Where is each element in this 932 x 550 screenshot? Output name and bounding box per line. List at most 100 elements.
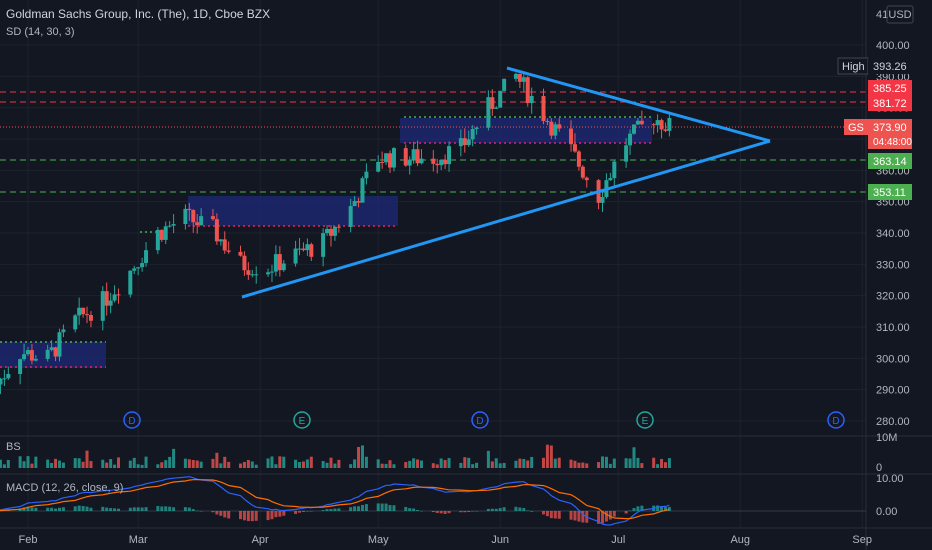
candle-up — [305, 238, 310, 256]
candle-up — [132, 265, 137, 274]
volume-bar — [132, 457, 136, 468]
candle-down — [639, 110, 644, 126]
macd-histogram-bar — [376, 503, 380, 511]
level-385-tag: 385.25 — [868, 80, 912, 96]
volume-bar — [105, 462, 109, 468]
candle-up — [167, 221, 172, 228]
macd-histogram-bar — [26, 506, 30, 511]
dividend-event-icon[interactable]: D — [123, 411, 141, 429]
volume-bar — [195, 460, 199, 468]
chart-grid — [0, 0, 866, 528]
candle-down — [651, 122, 656, 135]
volume-label[interactable]: BS — [6, 441, 21, 453]
triangle-trendlines[interactable] — [241, 66, 771, 299]
earnings-event-icon[interactable]: E — [293, 411, 311, 429]
candle-up — [297, 238, 302, 256]
price-tick-label: 400.00 — [876, 40, 910, 52]
volume-bar — [282, 456, 286, 468]
volume-bar — [0, 459, 2, 468]
svg-text:E: E — [642, 416, 649, 427]
candle-up — [348, 198, 353, 233]
macd-histogram-bar — [50, 507, 54, 511]
macd-histogram-bar — [164, 506, 168, 511]
volume-bar — [549, 445, 553, 468]
event-markers[interactable]: D E D E D — [123, 411, 845, 429]
macd-histogram-bar — [266, 511, 270, 521]
volume-bar — [360, 445, 364, 468]
volume-bar — [412, 458, 416, 468]
volume-bar — [439, 458, 443, 468]
candle-up — [360, 176, 365, 203]
macd-histogram-bar — [624, 511, 628, 514]
volume-bar — [301, 461, 305, 468]
dividend-event-icon[interactable]: D — [827, 411, 845, 429]
macd-histogram-bar — [337, 508, 341, 511]
macd-histogram-bar — [22, 507, 26, 511]
macd-histogram-bar — [353, 506, 357, 511]
volume-bar — [494, 458, 498, 468]
macd-histogram-bar — [581, 511, 585, 523]
macd-histogram-bar — [408, 508, 412, 511]
candle-up — [281, 260, 286, 272]
volume-bar — [50, 462, 54, 468]
candle-down — [246, 262, 251, 280]
volume-bar — [89, 461, 93, 468]
candle-up — [521, 73, 526, 92]
macd-histogram-bar — [325, 509, 329, 511]
volume-bar — [337, 459, 341, 468]
svg-text:385.25: 385.25 — [873, 83, 907, 95]
macd-histogram-bar — [30, 507, 34, 511]
volume-bar — [581, 462, 585, 468]
indicator-label[interactable]: SD (14, 30, 3) — [6, 26, 74, 38]
currency-label[interactable]: USD — [888, 9, 911, 21]
dividend-event-icon[interactable]: D — [471, 411, 489, 429]
macd-histogram-bar — [467, 511, 471, 513]
volume-bar — [77, 458, 81, 468]
volume-bar — [545, 444, 549, 468]
time-tick-label: Jun — [491, 534, 509, 546]
candle-down — [435, 158, 440, 174]
level-353-tag: 353.11 — [868, 184, 912, 200]
candlesticks — [0, 72, 672, 395]
volume-bar — [667, 458, 671, 468]
macd-histogram-bar — [360, 504, 364, 511]
volume-bar — [274, 464, 278, 468]
candle-down — [187, 202, 192, 221]
candle-up — [254, 266, 259, 284]
macd-histogram-bar — [663, 507, 667, 511]
macd-histogram-bar — [573, 511, 577, 521]
candle-up — [293, 240, 298, 267]
candle-up — [2, 369, 7, 386]
chart-title: Goldman Sachs Group, Inc. (The), 1D, Cbo… — [6, 7, 270, 21]
macd-label[interactable]: MACD (12, 26, close, 9) — [6, 482, 123, 494]
candle-down — [222, 231, 227, 254]
candle-up — [140, 257, 145, 272]
volume-bar — [357, 446, 361, 468]
volume-bar — [404, 462, 408, 468]
candle-up — [447, 141, 452, 172]
macd-histogram-bar — [553, 511, 557, 519]
volume-bar — [329, 457, 333, 468]
macd-histogram-bar — [329, 509, 333, 511]
candle-up — [494, 106, 499, 110]
volume-bar — [266, 458, 270, 468]
macd-histogram-bar — [89, 507, 93, 511]
earnings-event-icon[interactable]: E — [636, 411, 654, 429]
macd-histogram-bar — [502, 507, 506, 511]
volume-bar — [435, 464, 439, 468]
volume-bar — [254, 464, 258, 468]
macd-histogram-bar — [628, 510, 632, 512]
time-axis[interactable]: Feb Mar Apr May Jun Jul Aug Sep — [19, 534, 872, 546]
macd-histogram-bar — [569, 511, 573, 520]
macd-histogram-bar — [309, 511, 313, 512]
macd-histogram-bar — [486, 508, 490, 511]
candle-down — [557, 118, 562, 132]
candle-down — [525, 75, 530, 107]
candle-down — [576, 149, 581, 171]
currency-box[interactable] — [886, 5, 914, 24]
candle-up — [391, 147, 396, 172]
candle-down — [462, 128, 467, 153]
macd-histogram-bar — [199, 511, 203, 512]
volume-bar — [26, 456, 30, 468]
